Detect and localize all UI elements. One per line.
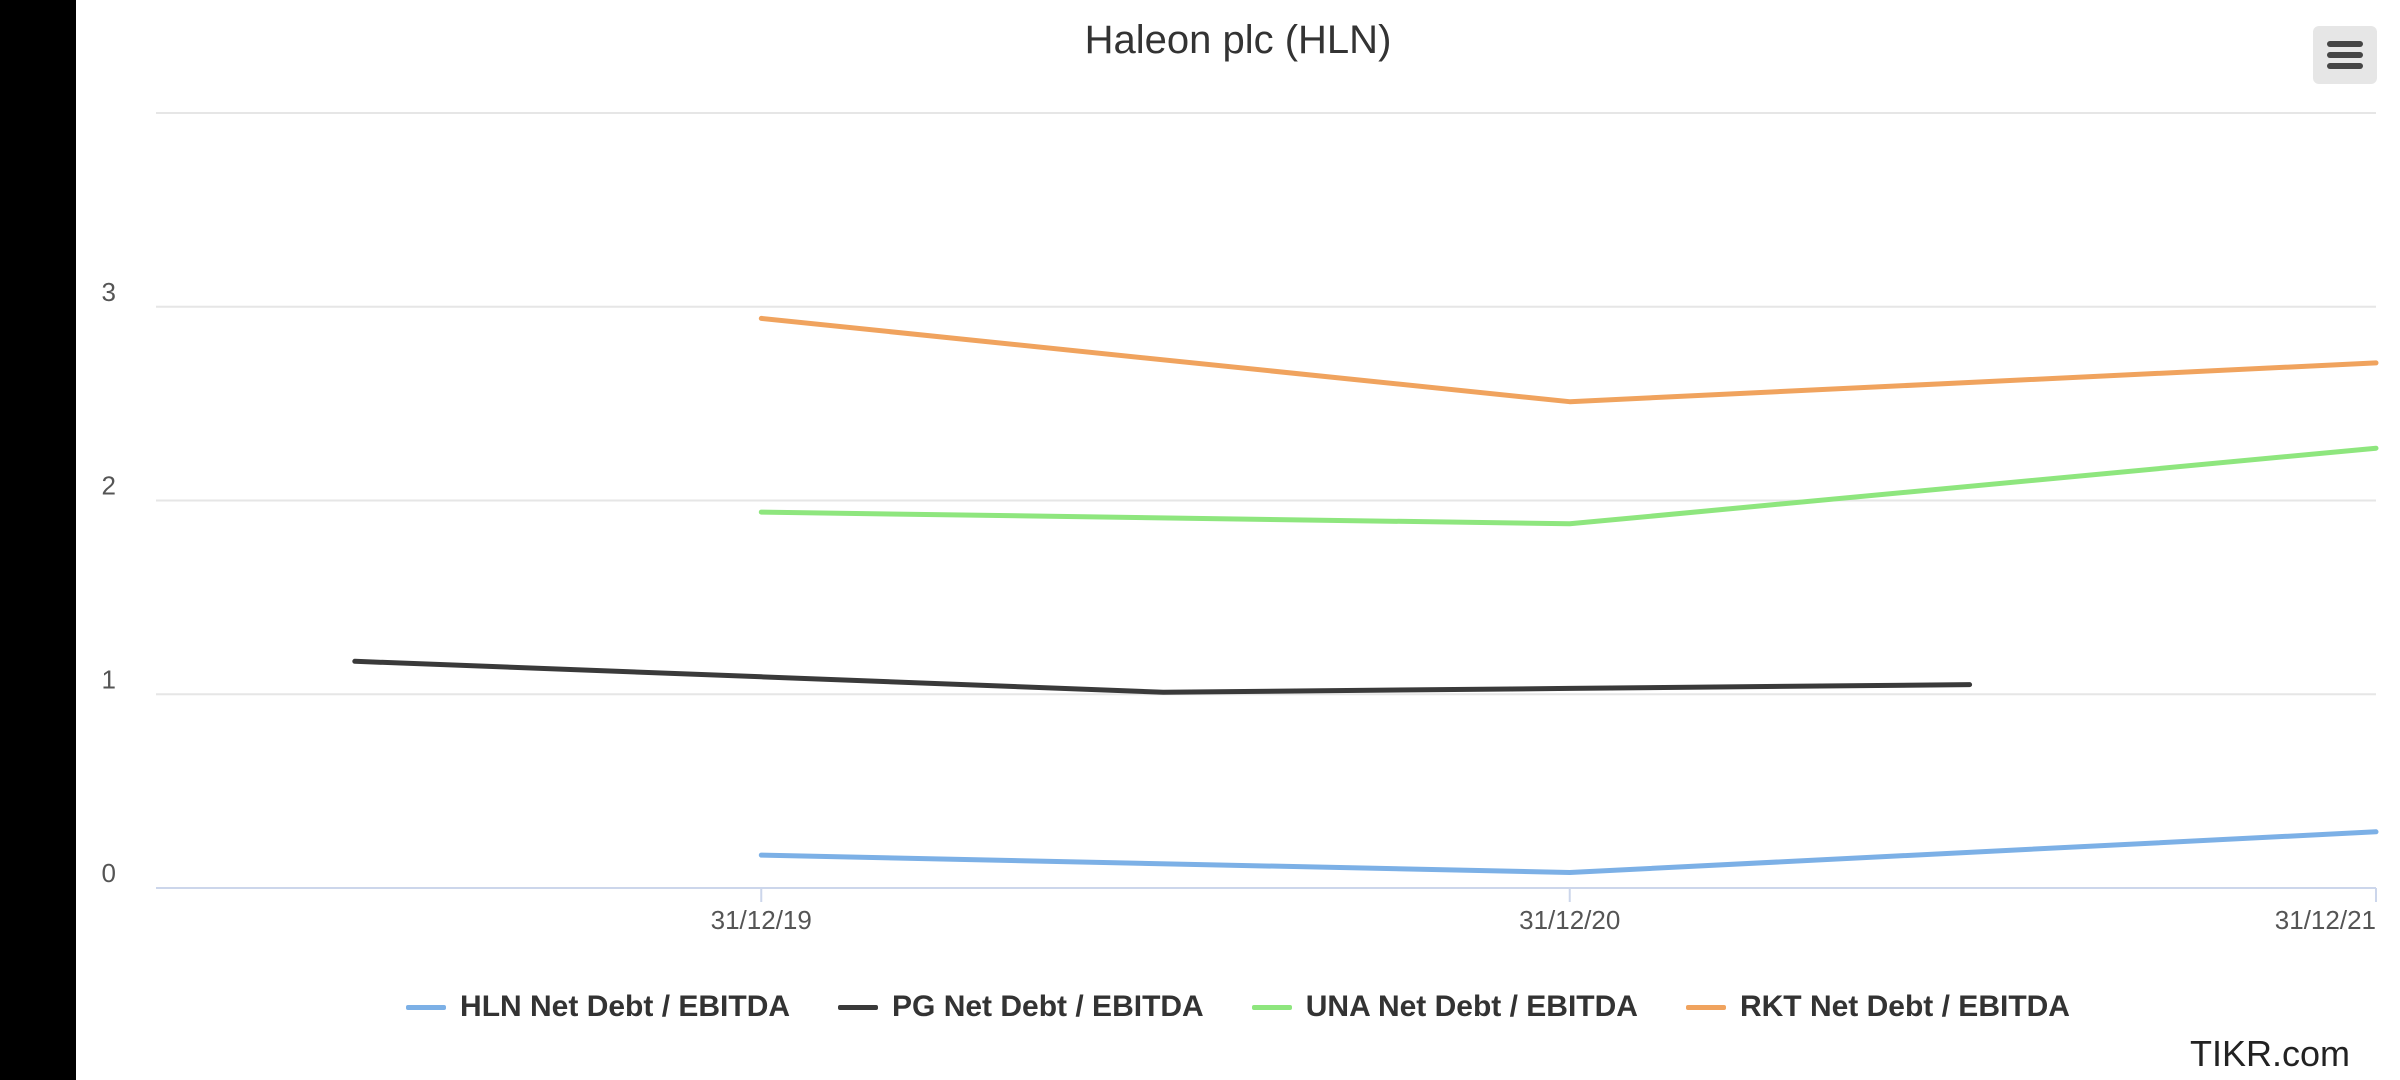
legend-swatch (1685, 1004, 1726, 1010)
series-line-hln (758, 829, 2379, 875)
legend-swatch (838, 1004, 879, 1010)
series-line-pg (352, 658, 1973, 695)
chart-title: Haleon plc (HLN) (1084, 18, 1392, 62)
y-tick-label: 2 (102, 471, 116, 501)
legend-item-rkt[interactable]: RKT Net Debt / EBITDA (1685, 990, 2070, 1024)
left-black-bar (0, 0, 76, 1080)
line-chart: 0 1 2 3 31/12/19 31/12/20 31/12/21 (102, 112, 2379, 935)
y-tick-label: 0 (102, 858, 116, 888)
tikr-credit: TIKR.com (2189, 1033, 2350, 1074)
legend-item-una[interactable]: UNA Net Debt / EBITDA (1251, 990, 1638, 1024)
legend-item-hln[interactable]: HLN Net Debt / EBITDA (406, 990, 790, 1024)
legend-label: RKT Net Debt / EBITDA (1739, 990, 2070, 1023)
chart-legend: HLN Net Debt / EBITDA PG Net Debt / EBIT… (76, 990, 2400, 1024)
chart-area: 0 1 2 3 31/12/19 31/12/20 31/12/21 Haleon plc … (76, 0, 2400, 1080)
legend-swatch (406, 1004, 447, 1010)
series-line-rkt (758, 315, 2379, 405)
legend-item-pg[interactable]: PG Net Debt / EBITDA (838, 990, 1204, 1024)
x-tick-label: 31/12/20 (1519, 905, 1620, 935)
legend-label: PG Net Debt / EBITDA (892, 990, 1204, 1023)
x-tick-label: 31/12/19 (711, 905, 812, 935)
x-tick-label: 31/12/21 (2275, 905, 2376, 935)
y-tick-label: 1 (102, 664, 116, 694)
series-line-una (758, 445, 2379, 527)
legend-label: UNA Net Debt / EBITDA (1305, 990, 1638, 1023)
y-tick-label: 3 (102, 277, 116, 307)
legend-label: HLN Net Debt / EBITDA (460, 990, 791, 1023)
legend-swatch (1251, 1004, 1292, 1010)
chart-menu-button[interactable] (2313, 26, 2377, 84)
